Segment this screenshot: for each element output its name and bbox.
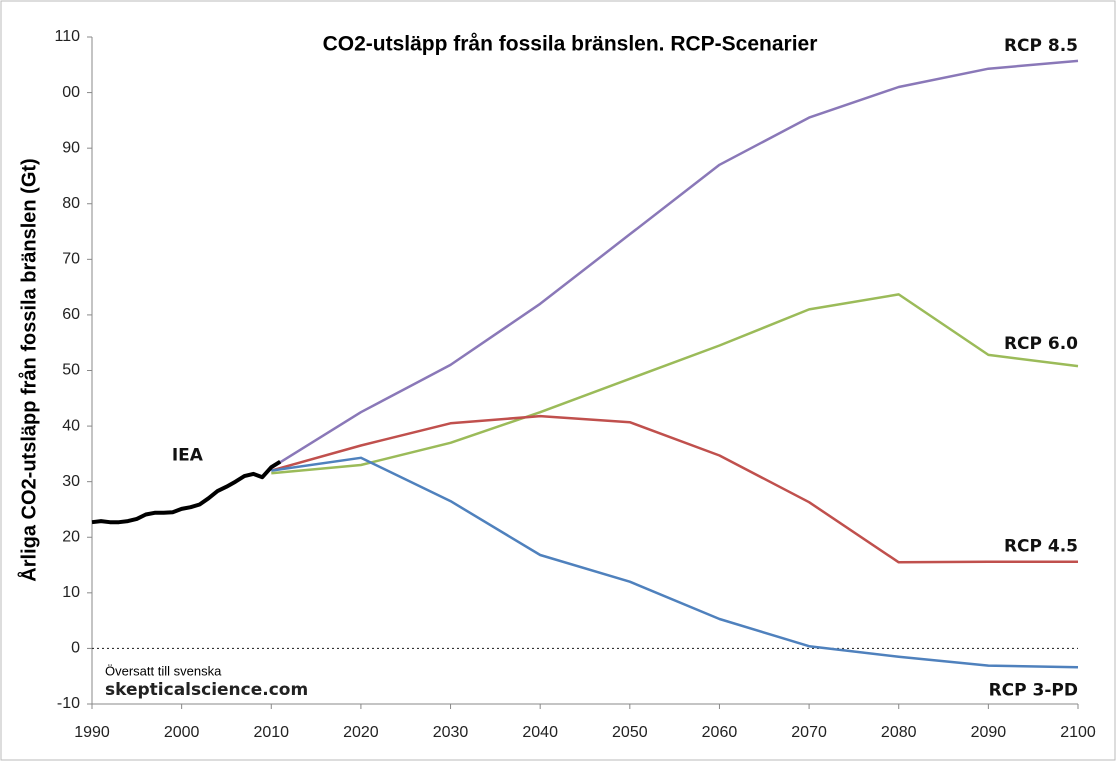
chart-title: CO2-utsläpp från fossila bränslen. RCP-S… <box>323 33 818 56</box>
x-tick-label: 2070 <box>791 724 827 741</box>
x-tick-label: 2080 <box>881 724 917 741</box>
x-tick-label: 2060 <box>702 724 738 741</box>
y-tick-label: 70 <box>62 251 80 268</box>
x-tick-label: 2100 <box>1060 724 1096 741</box>
x-tick-label: 2010 <box>253 724 289 741</box>
y-tick-label: 90 <box>62 139 80 156</box>
y-tick-label: 50 <box>62 362 80 379</box>
x-tick-label: 2030 <box>433 724 469 741</box>
annotation: skepticalscience.com <box>105 680 308 700</box>
series-line <box>91 459 282 525</box>
series-line <box>271 456 1079 669</box>
y-tick-label: -10 <box>57 695 80 712</box>
x-tick-label: 1990 <box>74 724 110 741</box>
y-tick-label: 20 <box>62 528 80 545</box>
series-line <box>271 293 1079 475</box>
x-tick-label: 2000 <box>164 724 200 741</box>
x-tick-label: 2040 <box>522 724 558 741</box>
y-tick-label: 0 <box>71 640 80 657</box>
x-tick-label: 2050 <box>612 724 648 741</box>
series-label: RCP 6.0 <box>1004 334 1078 354</box>
y-tick-label: 00 <box>62 84 80 101</box>
series-label: IEA <box>172 446 204 466</box>
y-axis-label: Årliga CO2-utsläpp från fossila bränslen… <box>16 158 40 581</box>
y-tick-label: 10 <box>62 584 80 601</box>
series-line <box>270 59 1079 469</box>
y-tick-label: 80 <box>62 195 80 212</box>
x-tick-label: 2090 <box>971 724 1007 741</box>
series-label: RCP 3-PD <box>989 680 1078 700</box>
series-line <box>270 414 1078 564</box>
y-tick-label: 30 <box>62 473 80 490</box>
y-tick-label: 60 <box>62 306 80 323</box>
annotation: Översatt till svenska <box>105 663 222 678</box>
series-label: RCP 8.5 <box>1004 36 1078 56</box>
series-label: RCP 4.5 <box>1004 537 1078 557</box>
x-tick-label: 2020 <box>343 724 379 741</box>
y-tick-label: 40 <box>62 417 80 434</box>
y-tick-label: 110 <box>54 28 80 45</box>
